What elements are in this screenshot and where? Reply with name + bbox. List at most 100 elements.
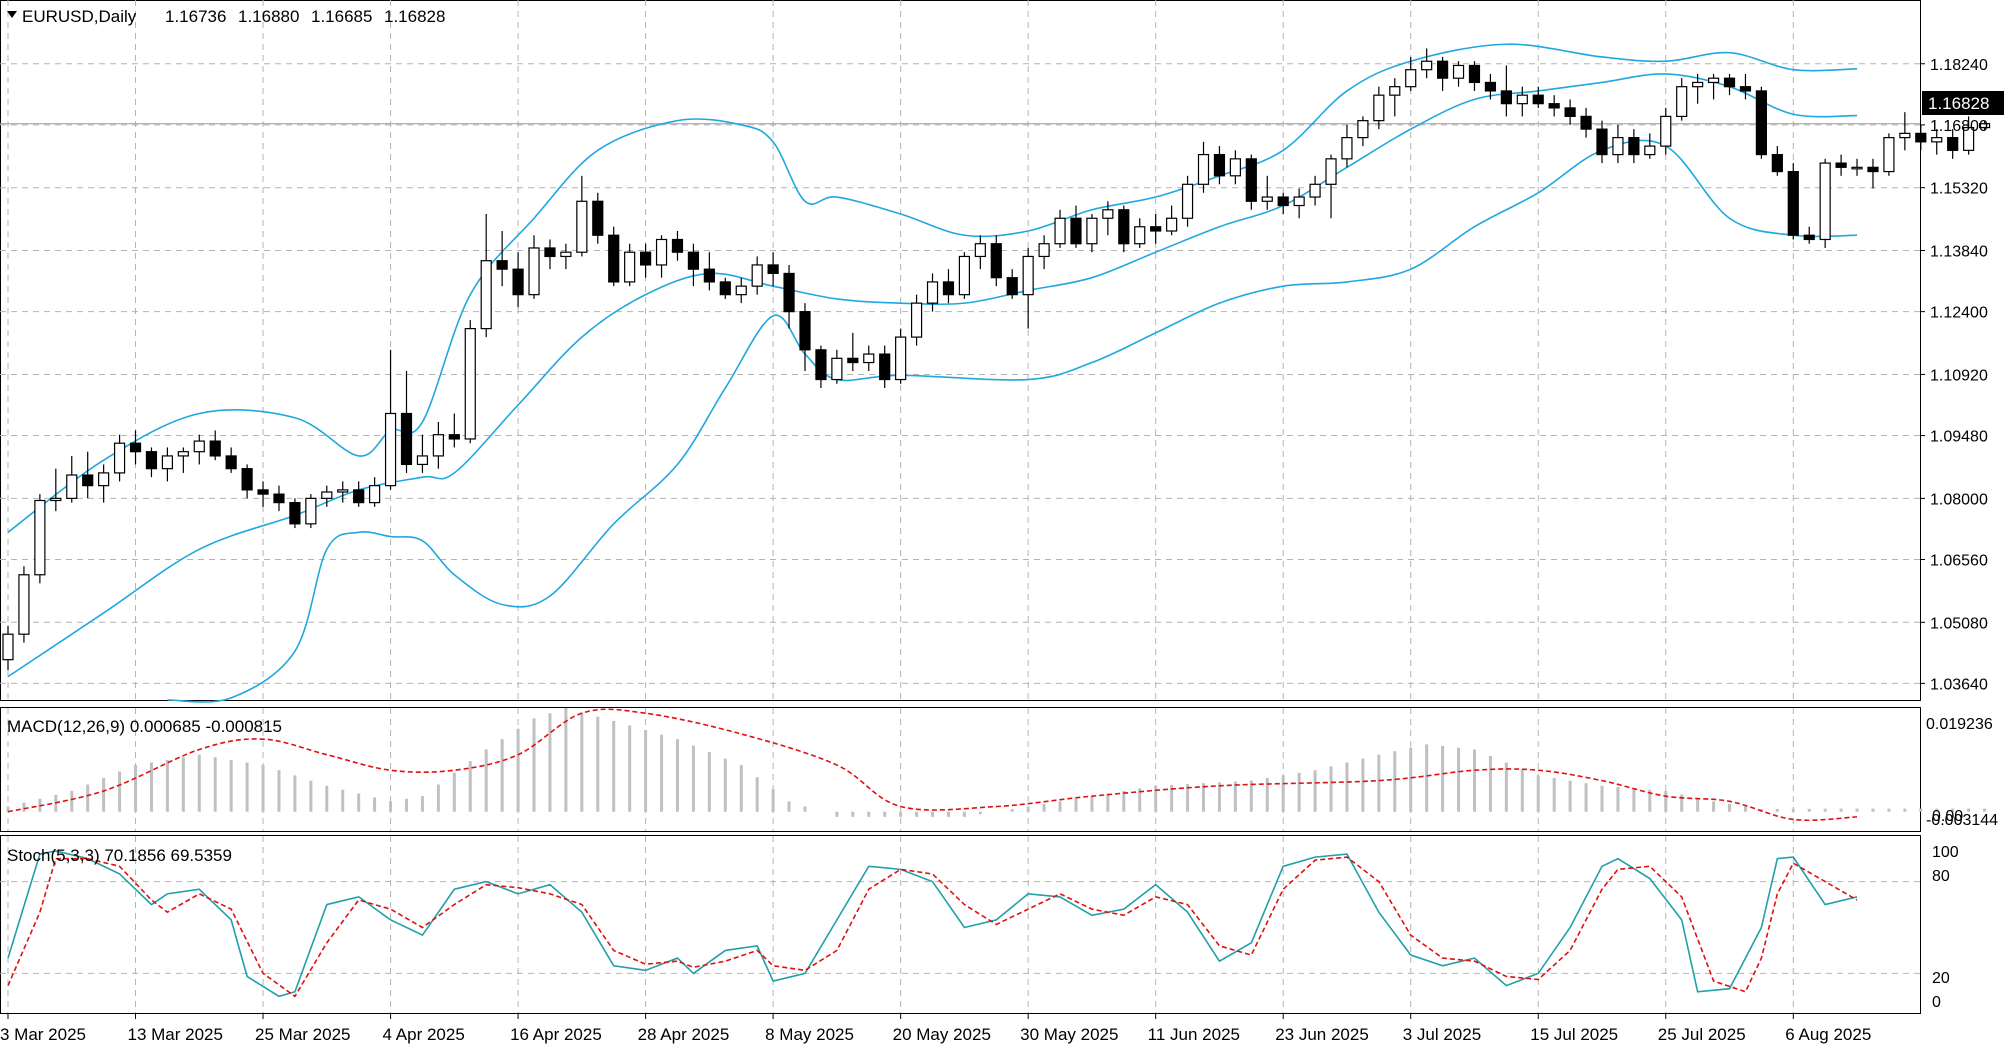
price-tick-label: 1.03640 — [1930, 676, 1988, 693]
candle-body — [512, 268, 524, 296]
candle — [98, 464, 110, 503]
candle — [1867, 158, 1879, 189]
date-tick-label: 28 Apr 2025 — [638, 1025, 730, 1044]
candle-body — [1835, 162, 1847, 168]
candle-body — [1229, 158, 1241, 177]
candle — [34, 494, 46, 584]
candle — [1357, 116, 1369, 147]
date-tick-label: 16 Apr 2025 — [510, 1025, 602, 1044]
date-tick-label: 20 May 2025 — [893, 1025, 991, 1044]
candle — [50, 468, 62, 512]
candle-body — [576, 200, 588, 253]
candle — [1899, 112, 1911, 151]
stoch-axis-100: 100 — [1932, 844, 1959, 861]
candle-body — [82, 474, 94, 487]
collapse-triangle-icon[interactable] — [7, 11, 17, 18]
candle — [767, 252, 779, 287]
candle — [1692, 73, 1704, 104]
candle — [1723, 73, 1736, 96]
candle-body — [1436, 60, 1449, 79]
candle-body — [1405, 69, 1417, 88]
candle-body — [639, 251, 652, 266]
candle — [82, 451, 94, 499]
candle — [1468, 61, 1481, 91]
date-tick-label: 25 Mar 2025 — [255, 1025, 350, 1044]
candle-body — [783, 272, 795, 313]
candle — [177, 447, 189, 473]
candle-body — [1723, 77, 1736, 88]
price-tick-label: 1.08000 — [1930, 491, 1988, 508]
candle — [592, 192, 604, 244]
candle — [480, 214, 492, 338]
candle-body — [1134, 226, 1146, 245]
candle-body — [1293, 196, 1305, 207]
candle — [18, 566, 30, 643]
candle-body — [942, 281, 955, 296]
date-tick-label: 8 May 2025 — [765, 1025, 854, 1044]
candle-body — [815, 349, 827, 381]
candle-body — [257, 489, 269, 495]
date-tick-label: 30 May 2025 — [1020, 1025, 1118, 1044]
candle-body — [1484, 81, 1497, 92]
candle-body — [1851, 166, 1863, 170]
candle-body — [974, 243, 986, 258]
candle-body — [544, 247, 556, 258]
candle — [1070, 205, 1082, 248]
date-tick-label: 11 Jun 2025 — [1148, 1025, 1240, 1044]
candle — [1197, 141, 1210, 193]
candle — [863, 345, 875, 372]
candle — [544, 239, 556, 270]
macd-pane-frame — [0, 707, 1921, 832]
price-tick-label: 1.13840 — [1930, 244, 1988, 261]
candle-body — [895, 336, 907, 381]
high-value: 1.16880 — [238, 7, 299, 26]
stoch-axis-20: 20 — [1932, 970, 1950, 987]
candle-body — [1166, 217, 1178, 232]
candle — [608, 226, 620, 287]
candle-body — [1612, 137, 1624, 156]
candle-body — [735, 285, 747, 296]
candle — [1086, 214, 1098, 253]
candle — [1181, 175, 1194, 227]
candle — [1931, 129, 1943, 155]
candle — [1644, 133, 1656, 159]
candle — [1166, 205, 1178, 236]
candle — [783, 264, 795, 329]
candle — [209, 430, 221, 461]
candle — [576, 175, 588, 257]
candle-body — [1118, 209, 1130, 245]
candle — [337, 481, 349, 503]
candle — [1532, 86, 1544, 108]
candle — [1771, 146, 1783, 176]
candle — [241, 464, 253, 499]
candle — [1819, 158, 1831, 248]
candle — [1022, 247, 1034, 329]
macd-indicator — [6, 708, 1987, 822]
price-tick-label: 1.06560 — [1930, 552, 1988, 569]
axis-labels: 1.18240 1.16800 1.15320 1.13840 1.12400 1.109… — [0, 57, 1988, 1044]
candle — [1038, 235, 1050, 270]
candle — [1947, 129, 1959, 159]
candle-body — [2, 633, 14, 661]
candle — [321, 485, 333, 507]
bollinger-middle-band — [7, 73, 1858, 678]
candle — [1341, 124, 1353, 168]
macd-axis-bottom: -0.003144 — [1926, 812, 1998, 829]
candle-body — [1038, 243, 1050, 258]
grid-lines — [0, 0, 1920, 1013]
candle-body — [273, 493, 285, 504]
candle — [910, 294, 923, 346]
candle-body — [1867, 166, 1879, 173]
candle — [1150, 214, 1162, 244]
candle — [289, 498, 301, 529]
candle — [145, 447, 158, 478]
candle — [1309, 175, 1321, 206]
candle — [1405, 56, 1417, 91]
candle — [1755, 86, 1768, 159]
candle — [958, 252, 971, 299]
candle — [193, 434, 205, 465]
candle — [895, 328, 907, 384]
candle — [1054, 209, 1066, 248]
candle — [1261, 175, 1273, 210]
